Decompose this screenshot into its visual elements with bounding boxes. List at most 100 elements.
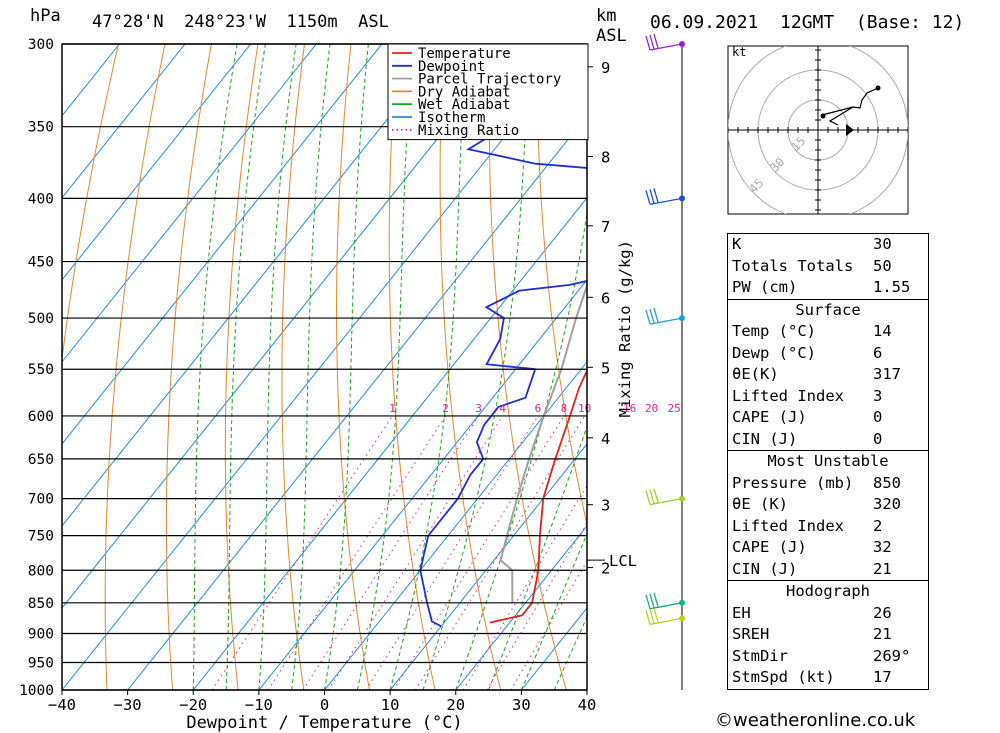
wet-adiabat-line (455, 209, 587, 690)
wind-barb (645, 33, 683, 51)
index-value: 3 (873, 386, 883, 405)
index-name: Lifted Index (732, 516, 844, 535)
mixing-ratio-label: 1 (389, 402, 396, 415)
index-value: 32 (873, 538, 892, 556)
indices-row: θE (K) 320 (728, 494, 928, 516)
indices-row: CIN (J) 21 (728, 559, 928, 581)
wet-adiabat-line (356, 44, 414, 690)
temperature-tick-label: 20 (446, 696, 465, 714)
pressure-tick-label: 700 (28, 492, 54, 508)
index-name: K (732, 235, 742, 253)
index-value: 320 (873, 495, 901, 513)
datetime-label: 06.09.2021 12GMT (Base: 12) (650, 12, 965, 33)
temperature-tick-label: −30 (114, 696, 142, 714)
wet-adiabat-line (258, 44, 297, 690)
mixing-ratio-label: 25 (668, 402, 681, 415)
mixing-ratio-line (302, 415, 479, 690)
hodograph-trace (821, 106, 854, 126)
index-value: 317 (873, 365, 901, 383)
mixing-ratio-axis-label: Mixing Ratio (g/kg) (616, 240, 634, 417)
pressure-tick-label: 350 (28, 120, 54, 136)
index-name: EH (732, 603, 751, 622)
isotherm-line (127, 114, 587, 690)
index-value: 269° (873, 646, 911, 665)
index-name: PW (cm) (732, 278, 798, 296)
index-value: 17 (873, 668, 892, 686)
dry-adiabat-line (224, 44, 259, 690)
index-name: Lifted Index (732, 386, 844, 405)
wind-barb (645, 592, 683, 610)
pressure-tick-label: 300 (28, 37, 54, 53)
hodograph-end-dot (875, 85, 881, 91)
km-tick-label: 6 (601, 289, 610, 307)
isotherm-line (455, 525, 587, 690)
isotherm-line (62, 44, 448, 527)
isotherm-line (62, 44, 317, 363)
temperature-tick-label: −20 (179, 696, 207, 714)
km-tick-label: 5 (601, 359, 610, 377)
mixing-ratio-line (267, 415, 447, 690)
dry-adiabat-line (439, 44, 502, 690)
mixing-ratio-label: 6 (535, 402, 542, 415)
mixing-ratio-label: 8 (561, 402, 568, 415)
pressure-tick-label: 400 (28, 191, 54, 207)
index-name: StmDir (732, 646, 788, 665)
indices-row: StmSpd (kt) 17 (728, 667, 928, 689)
indices-row: CAPE (J) 0 (728, 407, 928, 429)
wet-adiabat-line (291, 44, 331, 690)
copyright-footer: ©weatheronline.co.uk (715, 710, 916, 731)
dry-adiabat-line (388, 44, 436, 690)
indices-row: Lifted Index 3 (728, 386, 928, 408)
index-name: CIN (J) (732, 429, 798, 448)
pressure-tick-label: 800 (28, 563, 54, 579)
isotherm-line (62, 44, 514, 609)
index-value: 21 (873, 625, 892, 643)
pressure-tick-label: 1000 (19, 683, 54, 699)
legend-label: Isotherm (418, 110, 485, 126)
isotherm-line (62, 44, 383, 445)
isotherm-line (389, 443, 587, 690)
indices-row: Lifted Index 2 (728, 516, 928, 538)
wind-barb (645, 608, 683, 625)
pressure-tick-label: 450 (28, 255, 54, 271)
mixing-ratio-label: 16 (623, 402, 636, 415)
pressure-tick-label: 750 (28, 529, 54, 545)
isotherm-line (62, 44, 252, 281)
indices-table: K 30 Totals Totals 50 PW (cm) 1.55 Surface Temp… (727, 233, 929, 690)
isotherm-line (192, 197, 587, 690)
x-axis-label: Dewpoint / Temperature (°C) (186, 713, 462, 733)
legend-label: Dewpoint (418, 59, 485, 75)
index-name: θE(K) (732, 365, 779, 383)
temperature-tick-label: 30 (512, 696, 531, 714)
indices-row: K 30 (728, 234, 928, 256)
index-value: 0 (873, 408, 883, 426)
index-value: 2 (873, 516, 883, 535)
hodograph-trace (852, 87, 879, 109)
index-value: 0 (873, 429, 883, 448)
index-value: 850 (873, 473, 901, 492)
legend-label: Mixing Ratio (418, 123, 519, 139)
pressure-tick-label: 650 (28, 452, 54, 468)
index-name: CIN (J) (732, 559, 798, 578)
indices-row: θE(K) 317 (728, 364, 928, 386)
indices-row: Pressure (mb) 850 (728, 473, 928, 495)
lcl-label: LCL (609, 552, 637, 570)
dry-adiabat-line (104, 44, 166, 690)
isotherm-line (62, 44, 186, 199)
wind-barb (645, 488, 683, 506)
dry-adiabat-line (62, 44, 119, 363)
isotherm-line (62, 44, 120, 117)
pressure-tick-label: 500 (28, 311, 54, 327)
indices-row: CAPE (J) 32 (728, 537, 928, 559)
legend-label: Parcel Trajectory (418, 72, 561, 88)
temperature-tick-label: 40 (578, 696, 597, 714)
indices-row: PW (cm) 1.55 (728, 277, 928, 299)
index-value: 30 (873, 235, 892, 253)
isotherm-line (324, 361, 587, 690)
indices-section-title: Surface (728, 298, 928, 322)
wet-adiabat-line (192, 44, 238, 690)
index-name: θE (K) (732, 495, 788, 513)
km-tick-label: 9 (601, 59, 610, 77)
pressure-tick-label: 850 (28, 596, 54, 612)
